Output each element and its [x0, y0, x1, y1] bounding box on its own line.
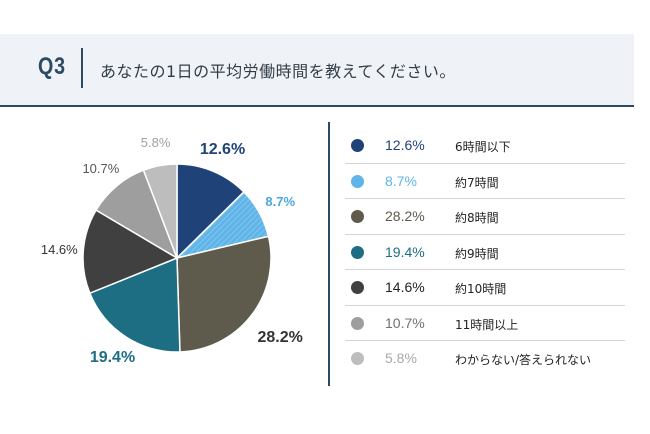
- header-divider: [81, 48, 83, 88]
- legend-label: 約7時間: [455, 175, 499, 190]
- pie-slice: [88, 256, 181, 353]
- slice-value-label: 5.8%: [141, 135, 171, 150]
- legend-swatch: [351, 352, 364, 365]
- legend-row: 12.6% 6時間以下: [345, 128, 625, 164]
- legend-row: 14.6% 約10時間: [345, 270, 625, 306]
- legend-swatch: [351, 316, 364, 330]
- legend-row: 19.4% 約9時間: [345, 235, 625, 270]
- chart-legend-divider: [328, 122, 330, 386]
- legend-swatch: [351, 245, 364, 259]
- pie-slice: [176, 163, 245, 260]
- legend-percent: 5.8%: [385, 350, 417, 366]
- question-number: Q3: [38, 53, 66, 80]
- legend-swatch: [351, 281, 364, 294]
- legend-label: 約9時間: [455, 246, 499, 261]
- pie-slice: [142, 163, 178, 259]
- question-text: あなたの1日の平均労働時間を教えてください。: [100, 62, 456, 81]
- pie-slice: [176, 235, 272, 353]
- legend: 12.6% 6時間以下 8.7% 約7時間 28.2% 約8時間 19.4% 約9時間 14.6…: [345, 128, 625, 376]
- slice-value-label: 14.6%: [41, 242, 78, 257]
- legend-row: 28.2% 約8時間: [345, 199, 625, 235]
- legend-percent: 8.7%: [385, 172, 417, 189]
- legend-label: わからない/答えられない: [455, 353, 592, 367]
- legend-row: 5.8% わからない/答えられない: [345, 341, 625, 376]
- legend-row: 10.7% 11時間以上: [345, 306, 625, 341]
- question-header: Q3 あなたの1日の平均労働時間を教えてください。: [0, 34, 634, 107]
- legend-percent: 10.7%: [385, 314, 425, 331]
- legend-row: 8.7% 約7時間: [345, 164, 625, 199]
- legend-swatch: [351, 210, 364, 223]
- slice-value-label: 28.2%: [258, 329, 303, 346]
- pie-slice: [82, 209, 179, 295]
- slice-value-label: 10.7%: [82, 161, 119, 176]
- legend-swatch: [351, 139, 364, 152]
- legend-label: 6時間以下: [455, 140, 511, 154]
- legend-percent: 28.2%: [385, 208, 425, 224]
- legend-percent: 14.6%: [385, 279, 425, 295]
- slice-value-label: 8.7%: [265, 194, 295, 209]
- legend-label: 約8時間: [455, 211, 499, 225]
- slice-value-label: 19.4%: [90, 349, 135, 366]
- legend-label: 11時間以上: [455, 317, 519, 332]
- legend-percent: 12.6%: [385, 137, 425, 153]
- pie-chart: 12.6% 8.7% 28.2% 19.4% 14.6% 10.7% 5.8%: [41, 135, 303, 366]
- legend-percent: 19.4%: [385, 243, 425, 260]
- legend-swatch: [351, 174, 364, 188]
- legend-label: 約10時間: [455, 282, 507, 296]
- slice-value-label: 12.6%: [200, 141, 245, 158]
